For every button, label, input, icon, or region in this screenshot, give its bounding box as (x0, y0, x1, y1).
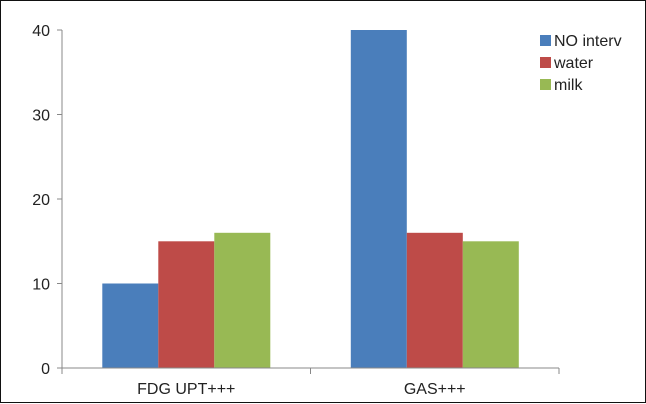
x-tick-label: FDG UPT+++ (137, 381, 235, 398)
bar-milk-gas- (462, 241, 519, 369)
bar-water-fdg-upt- (158, 241, 215, 369)
y-tick-label: 20 (32, 192, 50, 209)
legend-label: water (553, 55, 594, 72)
legend-swatch (540, 35, 551, 46)
y-tick-label: 40 (32, 23, 50, 40)
tick-labels-group: 0 10 20 30 40 FDG UPT+++ GAS+++ (32, 23, 465, 398)
bar-no-interv-fdg-upt- (102, 283, 159, 368)
bar-no-interv-gas- (350, 30, 407, 368)
legend-label: NO interv (554, 33, 622, 50)
x-tick-label: GAS+++ (404, 381, 466, 398)
y-tick-label: 0 (41, 361, 50, 378)
bar-water-gas- (406, 232, 463, 368)
legend-label: milk (554, 77, 583, 94)
legend-swatch (540, 57, 551, 68)
legend: NO interv water milk (540, 33, 622, 94)
bars-group (102, 30, 519, 369)
legend-swatch (540, 79, 551, 90)
y-tick-label: 10 (32, 277, 50, 294)
bar-milk-fdg-upt- (214, 232, 271, 368)
axes-group (57, 29, 560, 374)
y-tick-label: 30 (32, 108, 50, 125)
